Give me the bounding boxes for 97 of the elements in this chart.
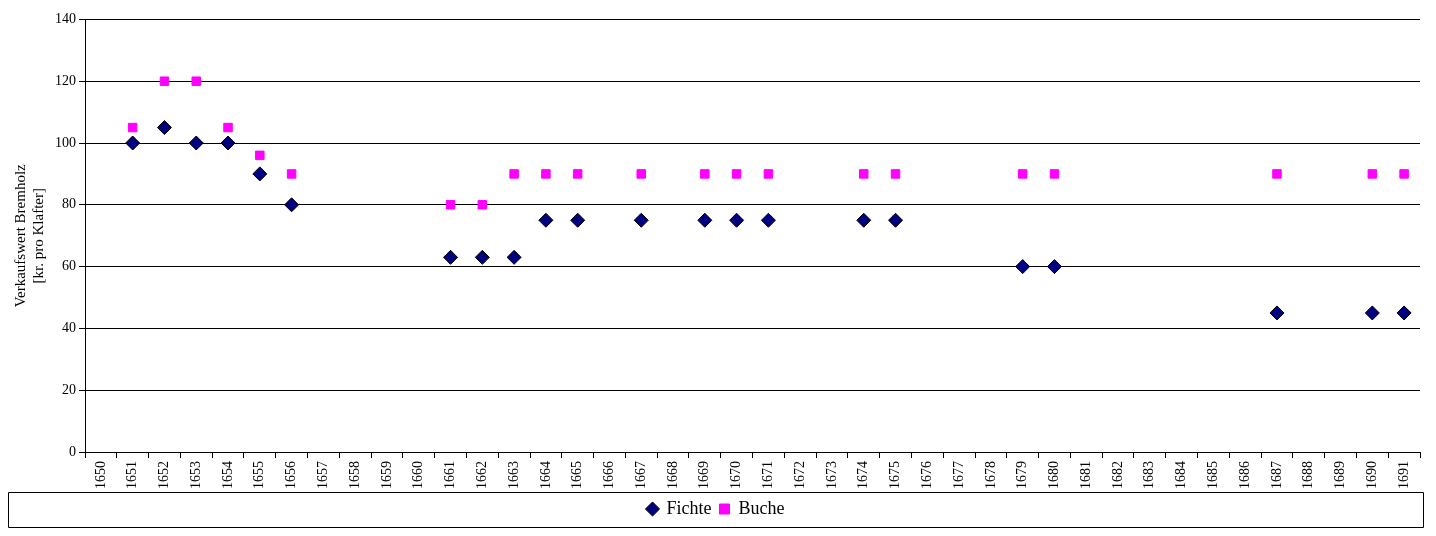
point bbox=[223, 122, 233, 133]
point bbox=[763, 169, 774, 179]
x-tick-label: 1660 bbox=[410, 461, 426, 489]
legend-label: Fichte bbox=[666, 497, 712, 518]
y-tick-label: 120 bbox=[55, 72, 76, 88]
x-tick-label: 1669 bbox=[696, 461, 712, 489]
point bbox=[570, 212, 586, 228]
x-tick-label: 1682 bbox=[1109, 461, 1125, 489]
point bbox=[506, 249, 522, 265]
point bbox=[1272, 169, 1282, 179]
point bbox=[890, 169, 901, 179]
point bbox=[286, 169, 297, 179]
x-tick-label: 1672 bbox=[791, 461, 807, 489]
x-tick-label: 1663 bbox=[505, 461, 521, 489]
x-tick-label: 1690 bbox=[1363, 461, 1379, 489]
y-tick-label: 40 bbox=[62, 320, 76, 336]
point bbox=[477, 200, 488, 210]
point bbox=[760, 212, 776, 228]
point bbox=[156, 120, 172, 136]
y-tick-label: 140 bbox=[55, 11, 76, 27]
x-tick-label: 1650 bbox=[92, 461, 108, 489]
point bbox=[1269, 305, 1285, 321]
point bbox=[633, 212, 649, 228]
x-tick-label: 1677 bbox=[950, 461, 966, 489]
x-tick-label: 1668 bbox=[664, 461, 680, 489]
y-tick-label: 80 bbox=[62, 196, 76, 212]
x-tick-label: 1667 bbox=[632, 461, 648, 489]
point bbox=[729, 212, 745, 228]
point bbox=[572, 169, 583, 179]
point bbox=[220, 135, 236, 151]
point bbox=[1399, 169, 1409, 179]
x-tick-label: 1685 bbox=[1205, 461, 1221, 489]
x-tick-label: 1688 bbox=[1300, 461, 1316, 489]
point bbox=[443, 249, 459, 265]
point bbox=[1364, 305, 1380, 321]
x-tick-label: 1666 bbox=[601, 461, 617, 489]
point bbox=[284, 197, 300, 213]
point bbox=[255, 150, 265, 161]
x-tick-label: 1681 bbox=[1077, 461, 1093, 489]
point bbox=[252, 166, 268, 182]
point bbox=[538, 212, 554, 228]
x-tick-label: 1658 bbox=[346, 461, 362, 489]
point bbox=[731, 169, 742, 179]
x-tick-label: 1686 bbox=[1236, 461, 1252, 489]
x-tick-label: 1656 bbox=[283, 461, 299, 489]
y-tick-label: 20 bbox=[62, 381, 76, 397]
point bbox=[1049, 169, 1060, 179]
point bbox=[474, 249, 490, 265]
x-tick-label: 1683 bbox=[1141, 461, 1157, 489]
x-tick-label: 1671 bbox=[760, 461, 776, 489]
point bbox=[1367, 169, 1378, 179]
point bbox=[636, 169, 646, 179]
y-axis-title: Verkaufswert Bremholz [kr. pro Klafter] bbox=[11, 163, 46, 308]
point bbox=[859, 169, 869, 179]
x-tick-label: 1689 bbox=[1332, 461, 1348, 489]
point bbox=[541, 169, 551, 179]
x-tick-label: 1664 bbox=[537, 461, 553, 489]
x-tick-label: 1678 bbox=[982, 461, 998, 489]
point bbox=[1015, 259, 1031, 275]
y-tick-label: 100 bbox=[55, 134, 76, 150]
x-tick-label: 1651 bbox=[124, 461, 140, 489]
x-tick-label: 1661 bbox=[442, 461, 458, 489]
x-tick-label: 1654 bbox=[219, 461, 235, 489]
x-tick-label: 1680 bbox=[1046, 461, 1062, 489]
point bbox=[700, 169, 710, 179]
point bbox=[856, 212, 872, 228]
point bbox=[445, 200, 456, 210]
x-tick-label: 1673 bbox=[823, 461, 839, 489]
point bbox=[1046, 259, 1062, 275]
x-tick-label: 1684 bbox=[1173, 461, 1189, 489]
x-tick-label: 1657 bbox=[315, 461, 331, 489]
x-tick-label: 1679 bbox=[1014, 461, 1030, 489]
x-tick-label: 1674 bbox=[855, 461, 871, 489]
point bbox=[509, 169, 519, 179]
x-tick-label: 1670 bbox=[728, 461, 744, 489]
x-tick-label: 1655 bbox=[251, 461, 267, 489]
point bbox=[697, 212, 713, 228]
point bbox=[188, 135, 204, 151]
x-tick-label: 1665 bbox=[569, 461, 585, 489]
point bbox=[159, 76, 170, 86]
x-tick-label: 1652 bbox=[156, 461, 172, 489]
point bbox=[191, 76, 201, 86]
x-tick-label: 1691 bbox=[1395, 461, 1411, 489]
x-tick-label: 1687 bbox=[1268, 461, 1284, 489]
x-tick-label: 1659 bbox=[378, 461, 394, 489]
point bbox=[127, 122, 138, 133]
x-tick-label: 1676 bbox=[918, 461, 934, 489]
point bbox=[888, 212, 904, 228]
y-tick-label: 0 bbox=[69, 443, 76, 459]
x-tick-label: 1675 bbox=[887, 461, 903, 489]
legend-label: Buche bbox=[738, 497, 785, 518]
point bbox=[1017, 169, 1028, 179]
point bbox=[125, 135, 141, 151]
x-tick-label: 1653 bbox=[187, 461, 203, 489]
point bbox=[1396, 305, 1412, 321]
y-tick-label: 60 bbox=[62, 258, 76, 274]
x-tick-label: 1662 bbox=[473, 461, 489, 489]
